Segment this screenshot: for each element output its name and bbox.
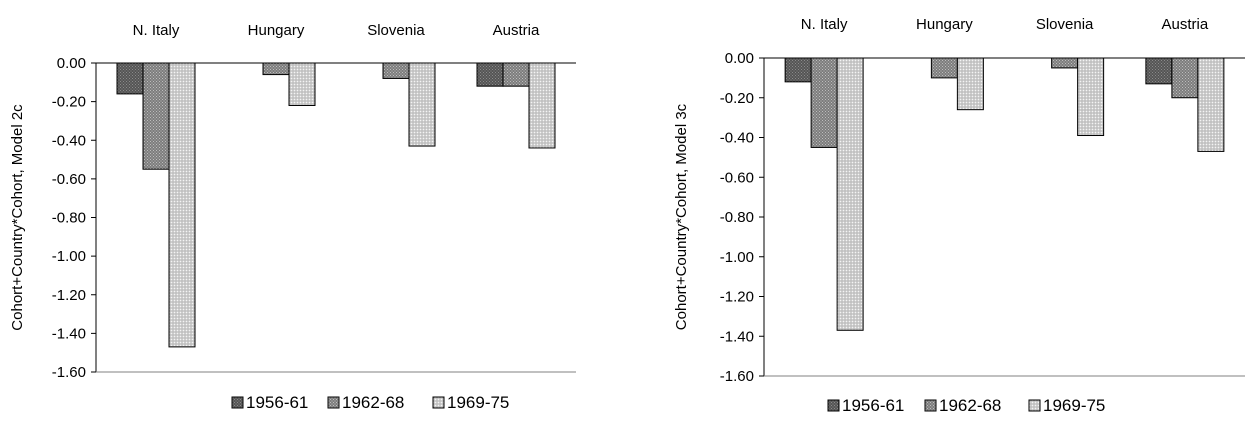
legend-label: 1969-75 <box>447 393 509 412</box>
y-tick-label: -0.20 <box>52 94 86 111</box>
legend-label: 1962-68 <box>342 393 404 412</box>
bar-1969-75-N. Italy <box>836 57 864 331</box>
bar-1969-75-Slovenia <box>1077 57 1105 137</box>
category-label: Slovenia <box>1036 16 1094 33</box>
bar-1969-75-Slovenia <box>408 62 436 147</box>
chart-2: 0.00 -0.20 -0.40 -0.60 -0.80 -1.00 -1.20 -1.40 -… <box>673 16 1245 415</box>
category-label: Austria <box>493 22 540 39</box>
legend-swatch <box>827 399 840 412</box>
category-label: Hungary <box>916 16 973 33</box>
y-tick-label: -0.60 <box>720 169 754 186</box>
y-tick-label: -0.40 <box>52 132 86 149</box>
bar-1962-68-Slovenia <box>1051 57 1079 69</box>
y-tick-label: -1.20 <box>720 289 754 306</box>
bar-1956-61-N. Italy <box>784 57 812 83</box>
bar-1969-75-Austria <box>528 62 556 149</box>
legend-label: 1969-75 <box>1043 396 1105 415</box>
bar-1956-61-N. Italy <box>116 62 144 95</box>
legend-swatch <box>924 399 937 412</box>
y-axis-label: Cohort+Country*Cohort, Model 3c <box>673 103 690 330</box>
bar-1962-68-Slovenia <box>382 62 410 79</box>
y-tick-label: -1.40 <box>720 328 754 345</box>
category-label: Hungary <box>248 22 305 39</box>
y-tick-label: 0.00 <box>725 50 754 67</box>
y-tick-label: 0.00 <box>57 55 86 72</box>
bar-1962-68-N. Italy <box>142 62 170 170</box>
y-tick-label: -1.60 <box>720 368 754 385</box>
y-tick-label: -1.00 <box>720 249 754 266</box>
y-tick-label: -1.40 <box>52 325 86 342</box>
bar-1969-75-N. Italy <box>168 62 196 348</box>
legend-label: 1956-61 <box>842 396 904 415</box>
bar-1962-68-Austria <box>502 62 530 87</box>
category-label: N. Italy <box>133 22 180 39</box>
bar-1969-75-Austria <box>1197 57 1225 152</box>
chart-1: 0.00 -0.20 -0.40 -0.60 -0.80 -1.00 -1.20 -1.40 -… <box>9 22 576 412</box>
y-tick-label: -1.60 <box>52 364 86 381</box>
y-tick-label: -0.40 <box>720 130 754 147</box>
y-tick-label: -1.20 <box>52 287 86 304</box>
y-tick-label: -0.80 <box>52 210 86 227</box>
bar-1969-75-Hungary <box>956 57 984 111</box>
legend-swatch <box>327 396 340 409</box>
legend-swatch <box>432 396 445 409</box>
y-tick-label: -0.20 <box>720 90 754 107</box>
legend-swatch <box>1028 399 1041 412</box>
y-tick-label: -0.80 <box>720 209 754 226</box>
bar-1956-61-Austria <box>476 62 504 87</box>
bar-1962-68-Austria <box>1171 57 1199 99</box>
bar-1969-75-Hungary <box>288 62 316 106</box>
y-tick-label: -0.60 <box>52 171 86 188</box>
bar-1956-61-Austria <box>1145 57 1173 85</box>
category-label: Austria <box>1162 16 1209 33</box>
y-axis-label: Cohort+Country*Cohort, Model 2c <box>9 104 26 331</box>
legend-label: 1956-61 <box>246 393 308 412</box>
bar-1962-68-Hungary <box>930 57 958 79</box>
legend-label: 1962-68 <box>939 396 1001 415</box>
category-label: Slovenia <box>367 22 425 39</box>
bar-1962-68-Hungary <box>262 62 290 76</box>
y-tick-label: -1.00 <box>52 248 86 265</box>
legend-swatch <box>231 396 244 409</box>
bar-1962-68-N. Italy <box>810 57 838 148</box>
category-label: N. Italy <box>801 16 848 33</box>
